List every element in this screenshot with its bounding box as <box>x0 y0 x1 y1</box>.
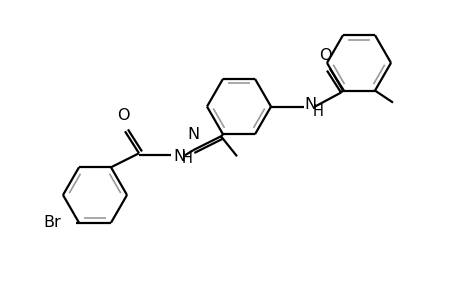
Text: O: O <box>318 48 330 63</box>
Text: O: O <box>117 108 129 123</box>
Text: N: N <box>173 149 185 164</box>
Text: Br: Br <box>43 215 61 230</box>
Text: N: N <box>303 97 315 112</box>
Text: H: H <box>182 151 192 166</box>
Text: N: N <box>186 127 199 142</box>
Text: H: H <box>312 104 323 119</box>
